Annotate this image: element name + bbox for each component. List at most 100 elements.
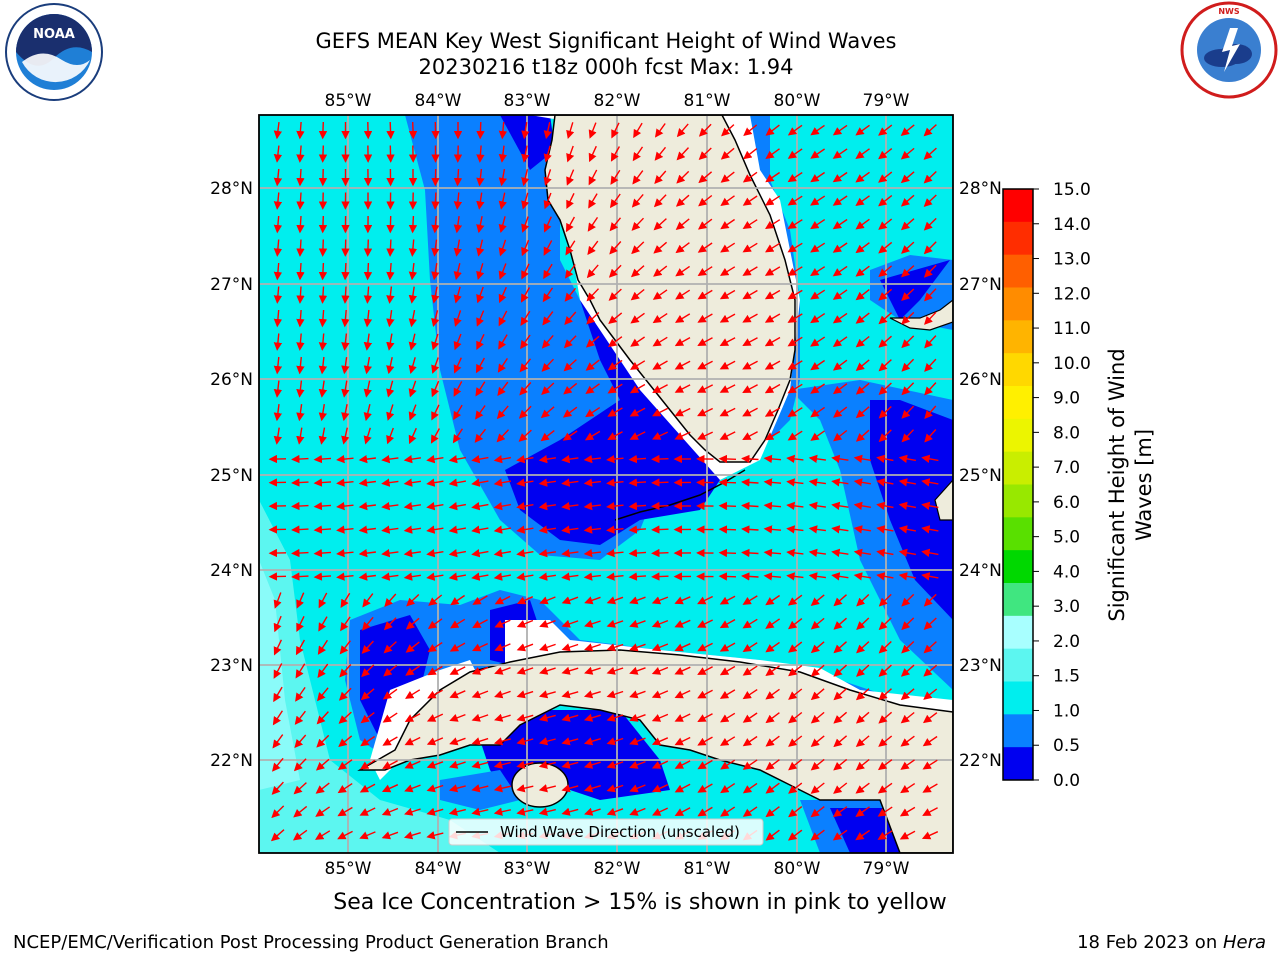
wave-arrow: [336, 478, 354, 487]
wave-arrow: [720, 759, 736, 770]
wave-arrow: [516, 478, 534, 487]
wave-arrow: [318, 309, 328, 328]
wave-arrow: [588, 193, 598, 209]
lon-label-bottom: 80°W: [774, 859, 821, 879]
wave-arrow: [318, 380, 328, 398]
lon-label-top: 84°W: [415, 91, 462, 111]
wave-arrow: [718, 501, 737, 511]
wave-arrow: [853, 548, 872, 557]
wave-arrow: [631, 193, 644, 208]
wave-arrow: [653, 218, 667, 231]
wave-arrow: [453, 216, 463, 234]
wave-arrow: [810, 782, 825, 794]
wave-arrow: [272, 734, 284, 749]
wave-arrow: [901, 640, 915, 654]
wave-arrow: [808, 454, 826, 464]
wave-arrow: [876, 525, 894, 534]
wave-arrow: [381, 525, 399, 534]
wave-arrow: [291, 454, 309, 464]
wave-arrow: [720, 242, 736, 253]
wave-arrow: [633, 122, 643, 139]
wave-arrow: [426, 760, 444, 769]
wave-arrow: [742, 782, 758, 794]
wave-arrow: [606, 619, 624, 628]
lon-label-bottom: 79°W: [863, 859, 910, 879]
wave-arrow: [538, 572, 557, 581]
wave-arrow: [518, 405, 532, 419]
wave-arrow: [496, 429, 510, 443]
wave-arrow: [587, 217, 599, 232]
wave-arrow: [651, 690, 669, 699]
wave-arrow: [450, 618, 466, 629]
colorbar-swatch: [1003, 681, 1033, 715]
wave-arrow: [318, 333, 328, 351]
wave-arrow: [674, 783, 691, 793]
wave-arrow: [339, 664, 352, 678]
wave-arrow: [832, 148, 848, 159]
wave-arrow: [924, 288, 937, 302]
wave-arrow: [654, 123, 666, 138]
wave-arrow: [742, 313, 758, 323]
wave-arrow: [810, 641, 825, 654]
lon-label-top: 81°W: [684, 91, 731, 111]
wave-arrow: [720, 218, 735, 230]
wave-arrow: [317, 639, 328, 655]
wave-arrow: [787, 313, 803, 323]
wave-arrow: [901, 382, 915, 396]
wave-arrow: [404, 713, 421, 722]
lat-label-left: 23°N: [210, 656, 253, 676]
wave-arrow: [878, 429, 892, 443]
wave-arrow: [675, 313, 691, 323]
wave-arrow: [472, 595, 488, 605]
nws-logo-icon: NWS: [1180, 1, 1278, 99]
wave-arrow: [901, 358, 915, 372]
wave-arrow: [493, 737, 511, 746]
wave-arrow: [652, 384, 668, 393]
wave-arrow: [561, 478, 579, 487]
wave-arrow: [318, 592, 328, 609]
wave-arrow: [832, 242, 848, 253]
wave-arrow: [720, 147, 735, 160]
wave-arrow: [651, 666, 669, 675]
wave-arrow: [561, 666, 579, 675]
wave-arrow: [787, 242, 803, 253]
wave-arrow: [361, 664, 375, 678]
florida-land: [544, 115, 796, 463]
wave-arrow: [742, 289, 758, 300]
wave-arrow: [741, 478, 759, 487]
wave-arrow: [765, 171, 780, 183]
lat-label-left: 26°N: [210, 370, 253, 390]
wave-arrow: [765, 195, 781, 206]
wave-arrow: [516, 549, 534, 558]
wave-arrow: [674, 807, 691, 816]
wave-arrow: [742, 712, 758, 723]
wave-arrow: [855, 735, 870, 747]
wave-arrow: [448, 502, 467, 511]
wave-arrow: [608, 264, 622, 278]
wave-arrow: [853, 501, 872, 510]
wave-arrow: [741, 525, 759, 534]
wave-arrow: [855, 218, 870, 230]
wave-arrow: [878, 124, 893, 136]
wave-arrow: [628, 525, 647, 534]
wave-arrow: [764, 266, 781, 276]
wave-arrow: [340, 592, 351, 608]
wave-arrow: [337, 759, 353, 771]
wave-arrow: [381, 784, 399, 793]
wave-arrow: [675, 194, 690, 207]
wave-arrow: [358, 501, 376, 511]
wave-arrow: [498, 216, 507, 234]
wave-arrow: [360, 688, 375, 701]
wave-arrow: [743, 124, 758, 136]
wave-arrow: [476, 310, 485, 327]
wave-arrow: [476, 286, 485, 304]
lat-label-right: 23°N: [959, 656, 1002, 676]
wave-arrow: [341, 427, 350, 445]
wave-arrow: [471, 760, 489, 769]
wave-arrow: [742, 806, 758, 817]
wave-arrow: [810, 406, 826, 418]
wave-arrow: [878, 241, 893, 254]
map-frame: [258, 114, 954, 854]
wave-arrow: [651, 501, 669, 511]
wave-arrow: [543, 169, 552, 186]
